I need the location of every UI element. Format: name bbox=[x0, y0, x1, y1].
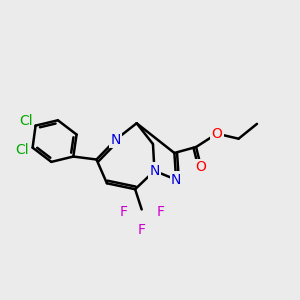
Text: N: N bbox=[111, 133, 121, 147]
Text: N: N bbox=[149, 164, 160, 178]
Text: O: O bbox=[196, 160, 207, 174]
Text: F: F bbox=[156, 206, 164, 219]
Text: O: O bbox=[212, 127, 222, 141]
Text: Cl: Cl bbox=[15, 143, 28, 157]
Text: Cl: Cl bbox=[19, 114, 33, 128]
Text: F: F bbox=[138, 223, 146, 237]
Text: N: N bbox=[171, 173, 181, 187]
Text: F: F bbox=[119, 206, 127, 219]
